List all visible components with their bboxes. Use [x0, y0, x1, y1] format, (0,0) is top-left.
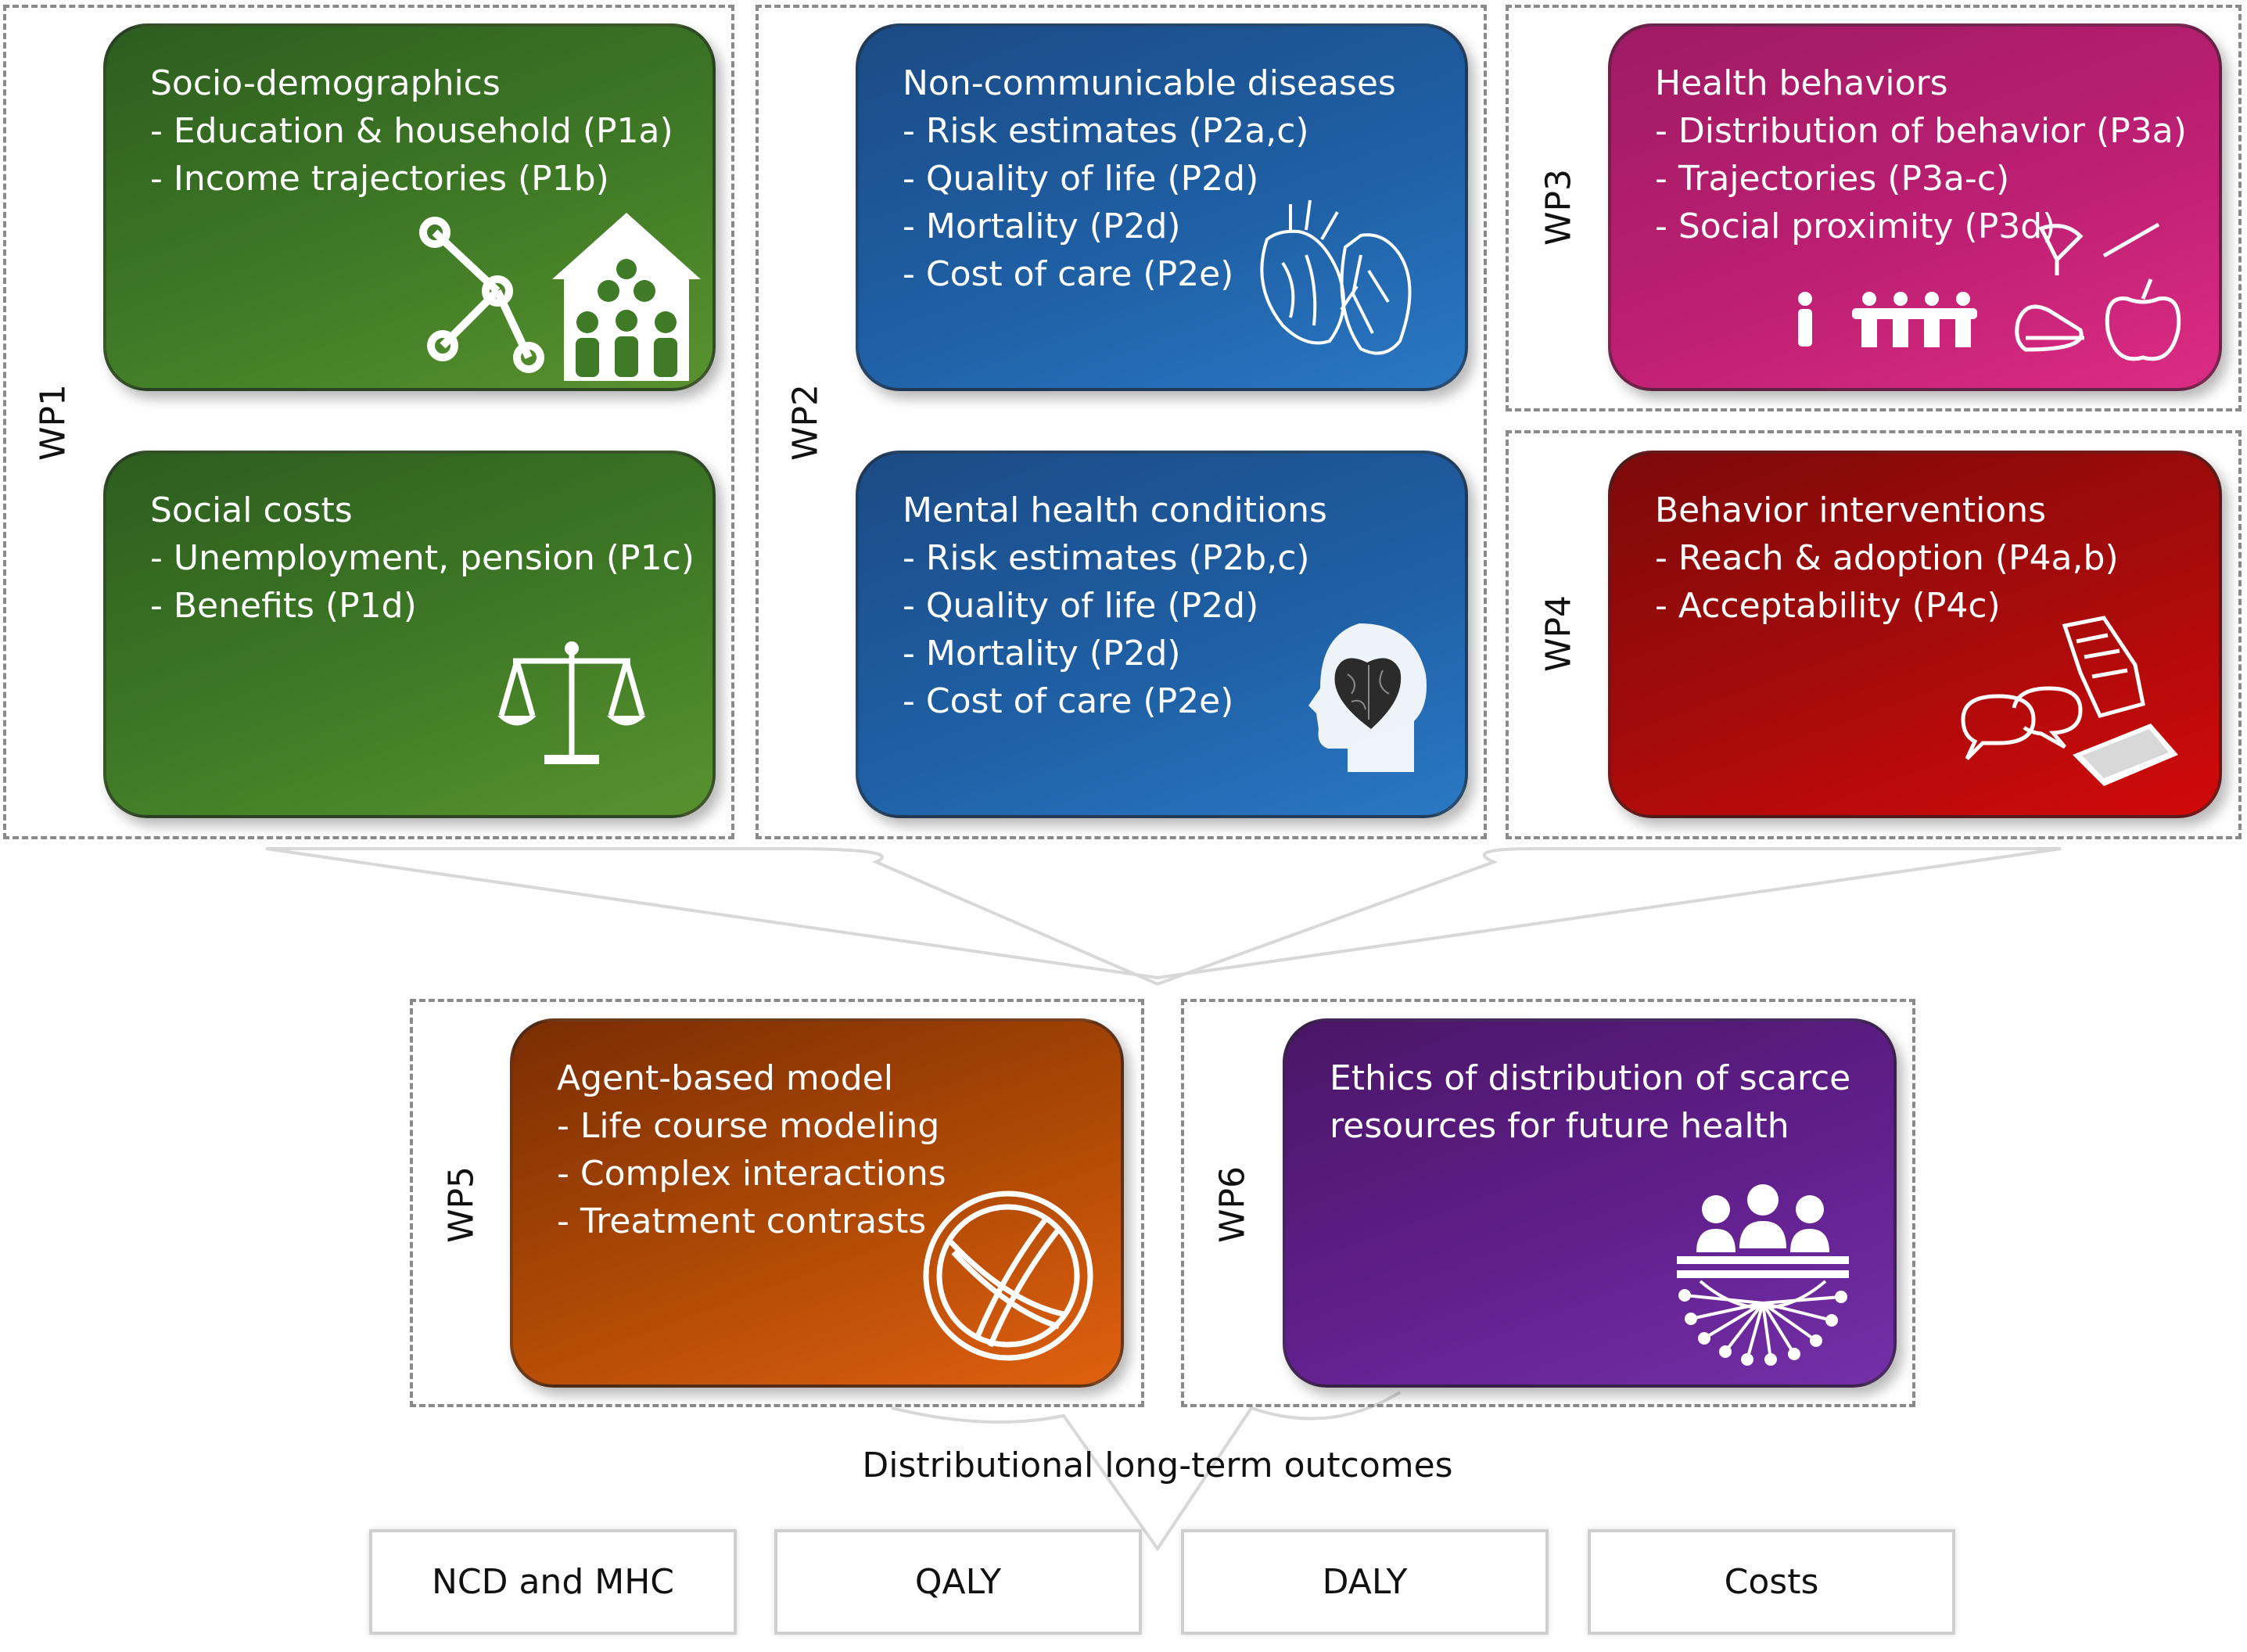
- chat-brochure-phone-icon: [1961, 616, 2178, 786]
- heart-lungs-icon: [1260, 199, 1412, 355]
- mental-health-item: - Risk estimates (P2b,c): [903, 538, 1310, 578]
- outcome-qaly: QALY: [774, 1529, 1142, 1635]
- health-behaviors-item: - Distribution of behavior (P3a): [1655, 111, 2187, 151]
- mental-health-item: - Cost of care (P2e): [903, 681, 1234, 721]
- outcome-daly: DALY: [1181, 1529, 1549, 1635]
- socio-demographics-box: Socio-demographics - Education & househo…: [103, 23, 716, 391]
- behavior-interventions-item: - Acceptability (P4c): [1655, 586, 2001, 626]
- wp2-label: WP2: [785, 383, 826, 461]
- agent-model-item: - Complex interactions: [557, 1154, 946, 1194]
- health-behaviors-item: - Social proximity (P3d): [1655, 206, 2056, 246]
- mental-health-box: Mental health conditions - Risk estimate…: [856, 451, 1468, 818]
- ncd-item: - Mortality (P2d): [903, 206, 1181, 246]
- wp5-label: WP5: [441, 1165, 482, 1244]
- agent-model-item: - Life course modeling: [557, 1106, 940, 1146]
- social-costs-item: - Unemployment, pension (P1c): [150, 538, 695, 578]
- ncd-title: Non-communicable diseases: [903, 63, 1396, 103]
- agent-based-model-title: Agent-based model: [557, 1058, 893, 1098]
- agent-based-model-box: Agent-based model - Life course modeling…: [510, 1018, 1124, 1388]
- ethics-box: Ethics of distribution of scarce resourc…: [1283, 1018, 1897, 1388]
- socio-item: - Income trajectories (P1b): [150, 159, 609, 199]
- panel-distribution-icon: [1677, 1184, 1849, 1366]
- behavior-interventions-box: Behavior interventions - Reach & adoptio…: [1608, 451, 2222, 818]
- wp4-label: WP4: [1538, 594, 1579, 673]
- outcome-ncd-mhc: NCD and MHC: [369, 1529, 737, 1635]
- health-behaviors-item: - Trajectories (P3a-c): [1655, 159, 2010, 199]
- wp2-frame: [756, 5, 1487, 839]
- wp6-frame: [1181, 999, 1915, 1407]
- wp5-frame: [410, 999, 1144, 1407]
- mental-health-title: Mental health conditions: [903, 490, 1327, 530]
- ncd-item: - Quality of life (P2d): [903, 159, 1259, 199]
- social-costs-item: - Benefits (P1d): [150, 586, 417, 626]
- outcome-costs: Costs: [1588, 1529, 1955, 1635]
- behavior-interventions-item: - Reach & adoption (P4a,b): [1655, 538, 2119, 578]
- social-costs-box: Social costs - Unemployment, pension (P1…: [103, 451, 716, 818]
- agent-model-item: - Treatment contrasts: [557, 1201, 927, 1241]
- wp6-label: WP6: [1212, 1165, 1253, 1244]
- ncd-item: - Cost of care (P2e): [903, 254, 1234, 294]
- merge-arrow-lower: [891, 1391, 1402, 1552]
- socio-demographics-title: Socio-demographics: [150, 63, 501, 103]
- wp1-label: WP1: [33, 383, 74, 461]
- ethics-item: resources for future health: [1330, 1106, 1789, 1146]
- health-behaviors-title: Health behaviors: [1655, 63, 1948, 103]
- merge-arrow-upper: [265, 847, 2062, 986]
- head-heart-brain-icon: [1308, 623, 1427, 772]
- wp4-frame: [1506, 430, 2242, 839]
- globe-icon: [923, 1191, 1093, 1361]
- ncd-item: - Risk estimates (P2a,c): [903, 111, 1309, 151]
- distributional-outcomes-label: Distributional long-term outcomes: [862, 1446, 1453, 1485]
- ncd-box: Non-communicable diseases - Risk estimat…: [856, 23, 1468, 391]
- people-lifestyle-icon: [1798, 222, 2181, 361]
- behavior-interventions-title: Behavior interventions: [1655, 490, 2047, 530]
- wp1-frame: [3, 5, 734, 839]
- social-costs-title: Social costs: [150, 490, 353, 530]
- ethics-title: Ethics of distribution of scarce: [1330, 1058, 1851, 1098]
- socio-item: - Education & household (P1a): [150, 111, 673, 151]
- wp3-label: WP3: [1538, 168, 1579, 246]
- health-behaviors-box: Health behaviors - Distribution of behav…: [1608, 23, 2222, 391]
- network-house-family-icon: [419, 213, 701, 381]
- scales-icon: [497, 641, 646, 764]
- wp3-frame: [1506, 5, 2242, 411]
- mental-health-item: - Mortality (P2d): [903, 634, 1181, 673]
- mental-health-item: - Quality of life (P2d): [903, 586, 1259, 626]
